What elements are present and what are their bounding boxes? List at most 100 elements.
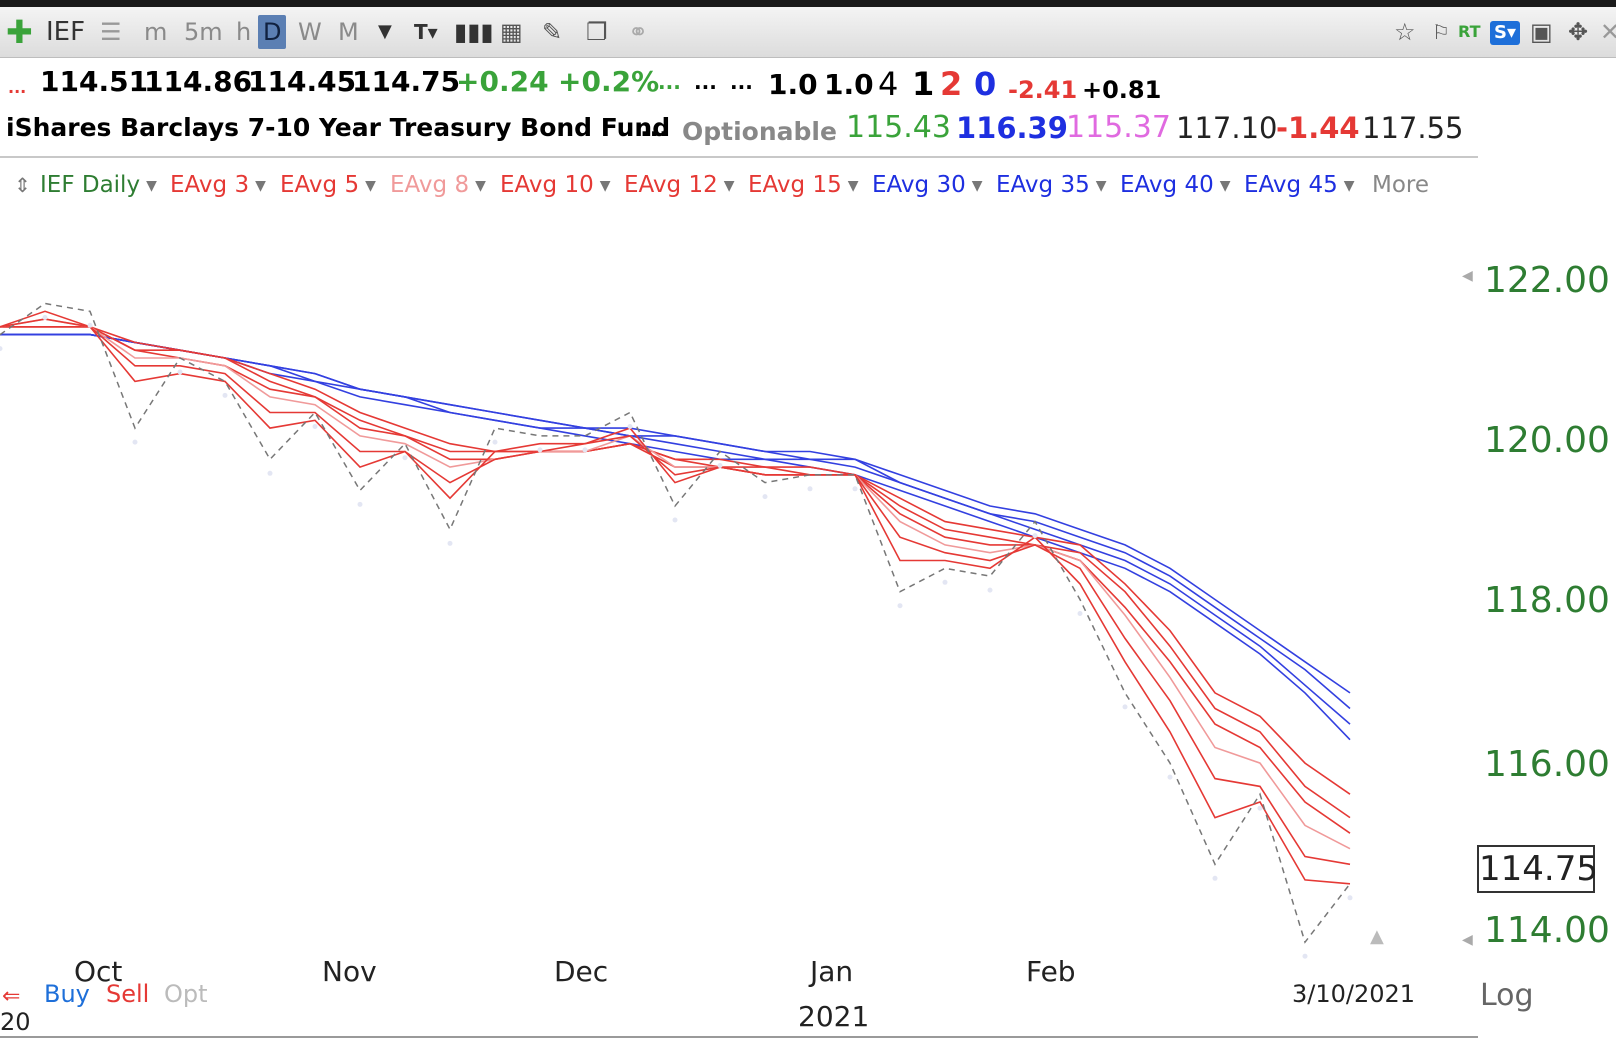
x-tick-label: Nov	[322, 955, 377, 988]
quote-value-5: 2	[940, 65, 963, 103]
legend-eavg-15[interactable]: EAvg 15 ▼	[748, 165, 859, 206]
realtime-icon[interactable]: RT	[1458, 22, 1481, 41]
timeframe-daily[interactable]: D	[258, 15, 287, 49]
x-tick-label: Jan	[810, 955, 854, 988]
price-point	[627, 424, 633, 429]
legend-label: EAvg 35	[996, 172, 1090, 198]
back-arrow-icon[interactable]: ⇐	[2, 984, 21, 1009]
legend-eavg-45[interactable]: EAvg 45 ▼	[1244, 165, 1355, 206]
y-tick-label: 118.00	[1484, 580, 1610, 621]
timeframe-dropdown-icon[interactable]: ▼	[378, 21, 392, 42]
info-price-2: 116.39	[956, 111, 1068, 145]
legend-eavg-8[interactable]: EAvg 8 ▼	[390, 165, 486, 206]
close-icon[interactable]: ✕	[1600, 18, 1616, 46]
price-point	[312, 424, 318, 429]
price-point	[1212, 875, 1218, 881]
legend-label: EAvg 30	[872, 172, 966, 198]
series-line-eavg-5	[0, 318, 1351, 866]
legend-eavg-12[interactable]: EAvg 12 ▼	[624, 165, 735, 206]
legend-label: EAvg 3	[170, 172, 250, 198]
price-point	[672, 517, 678, 523]
share-icon[interactable]: ⚭	[628, 18, 649, 46]
timeframe-weekly[interactable]: W	[298, 18, 322, 46]
legend-eavg-35[interactable]: EAvg 35 ▼	[996, 165, 1107, 206]
layers-icon[interactable]: ❐	[586, 18, 608, 46]
legend-more[interactable]: More	[1372, 172, 1430, 198]
legend-eavg-10[interactable]: EAvg 10 ▼	[500, 165, 611, 206]
legend-eavg-5[interactable]: EAvg 5 ▼	[280, 165, 376, 206]
save-icon[interactable]: ▣	[1530, 18, 1553, 46]
last-price-marker: 114.75	[1477, 845, 1598, 893]
quote-ellipsis: ...	[8, 78, 27, 97]
chevron-down-icon: ▼	[599, 177, 611, 194]
y-tick-label: 114.00	[1484, 910, 1610, 951]
window-top-border	[0, 0, 1616, 7]
y-tick-label: 122.00	[1484, 260, 1610, 301]
move-icon[interactable]: ✥	[1568, 18, 1589, 46]
legend-eavg-40[interactable]: EAvg 40 ▼	[1120, 165, 1231, 206]
price-point	[1302, 953, 1308, 959]
price-point	[537, 447, 543, 453]
timeframe-5min[interactable]: 5m	[184, 18, 223, 46]
legend-label: EAvg 10	[500, 172, 594, 198]
quote-last: 114.75	[352, 65, 461, 98]
quote-change-pct: +0.2%	[558, 65, 660, 98]
legend-main[interactable]: IEF Daily ▼	[40, 165, 157, 206]
buy-button[interactable]: Buy	[44, 980, 90, 1008]
price-point	[447, 540, 453, 546]
legend-eavg-30[interactable]: EAvg 30 ▼	[872, 165, 983, 206]
text-tool-icon[interactable]: T▾	[414, 20, 438, 44]
price-point	[87, 322, 93, 328]
price-point	[1167, 774, 1173, 780]
quote-change: +0.24	[456, 65, 549, 98]
year-label: 2021	[798, 1000, 870, 1033]
reorder-icon[interactable]: ⇕	[14, 173, 31, 197]
price-point	[357, 501, 363, 507]
price-point	[762, 494, 768, 500]
legend-label: EAvg 5	[280, 172, 360, 198]
chevron-down-icon: ▼	[1219, 177, 1231, 194]
legend-label: EAvg 45	[1244, 172, 1338, 198]
log-scale-toggle[interactable]: Log	[1480, 978, 1534, 1013]
symbol-input[interactable]: IEF	[46, 17, 86, 47]
chevron-down-icon: ▼	[723, 177, 735, 194]
scan-icon[interactable]: S▾	[1490, 21, 1520, 45]
series-line-eavg-30	[0, 333, 1351, 694]
bars-icon[interactable]: ▮▮▮	[454, 18, 494, 46]
price-point	[402, 455, 408, 461]
timeframe-minute[interactable]: m	[144, 18, 168, 46]
quote-dots-3: ...	[730, 70, 753, 94]
axis-scroll-left-icon[interactable]: ◀	[1462, 932, 1473, 948]
grid-icon[interactable]: ▦	[500, 18, 523, 46]
price-point	[177, 369, 183, 375]
pencil-icon[interactable]: ✎	[542, 18, 563, 46]
timeframe-monthly[interactable]: M	[338, 18, 359, 46]
chevron-down-icon: ▼	[255, 177, 266, 194]
quote-dots-1: ...	[658, 70, 681, 94]
chevron-down-icon: ▼	[475, 177, 486, 194]
sell-button[interactable]: Sell	[106, 980, 150, 1008]
price-point	[267, 470, 273, 476]
price-point	[1122, 704, 1128, 710]
timeframe-hour[interactable]: h	[236, 18, 252, 46]
list-icon[interactable]: ☰	[100, 18, 122, 46]
quote-low: 114.45	[248, 65, 357, 98]
last-date-label: 3/10/2021	[1292, 980, 1416, 1008]
legend-main-label: IEF Daily	[40, 172, 141, 198]
price-point	[897, 603, 903, 609]
price-point	[852, 486, 858, 492]
legend-label: EAvg 12	[624, 172, 718, 198]
scroll-up-icon[interactable]: ▲	[1370, 926, 1384, 947]
legend-eavg-3[interactable]: EAvg 3 ▼	[170, 165, 266, 206]
flag-icon[interactable]: ⚐	[1432, 20, 1450, 44]
add-symbol-icon[interactable]: ✚	[6, 13, 33, 51]
fund-name: iShares Barclays 7-10 Year Treasury Bond…	[6, 113, 671, 142]
fund-name-ellipsis: ...	[640, 113, 669, 142]
opt-button[interactable]: Opt	[164, 980, 208, 1008]
axis-scroll-left-icon[interactable]: ◀	[1462, 268, 1473, 284]
price-point	[42, 315, 48, 320]
star-icon[interactable]: ☆	[1394, 18, 1416, 46]
chevron-down-icon: ▼	[1095, 177, 1107, 194]
legend-label: EAvg 15	[748, 172, 842, 198]
